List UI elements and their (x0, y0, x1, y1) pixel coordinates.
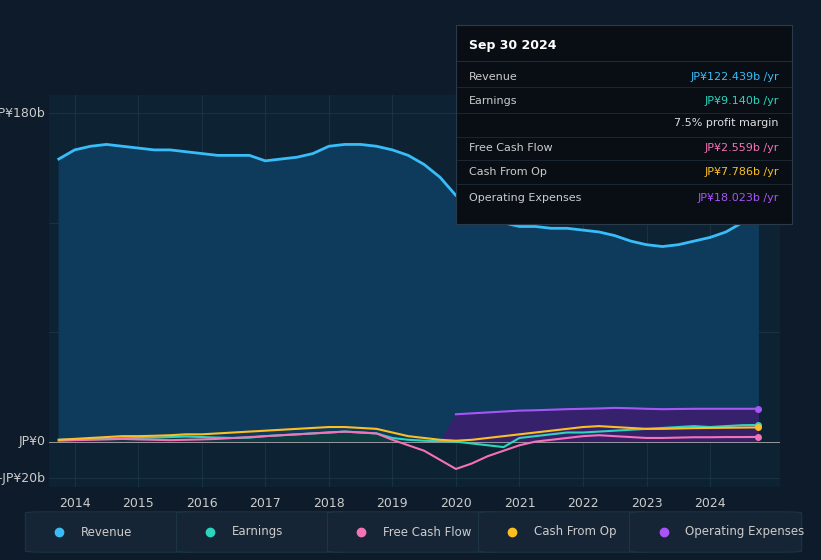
Text: Sep 30 2024: Sep 30 2024 (469, 39, 557, 52)
FancyBboxPatch shape (177, 512, 349, 552)
Text: Earnings: Earnings (469, 96, 517, 106)
Text: Free Cash Flow: Free Cash Flow (383, 525, 471, 539)
Text: 7.5% profit margin: 7.5% profit margin (674, 118, 779, 128)
Text: Operating Expenses: Operating Expenses (685, 525, 804, 539)
Text: Cash From Op: Cash From Op (534, 525, 616, 539)
Text: Operating Expenses: Operating Expenses (469, 193, 581, 203)
FancyBboxPatch shape (479, 512, 651, 552)
Text: JP¥18.023b /yr: JP¥18.023b /yr (697, 193, 779, 203)
Text: JP¥7.786b /yr: JP¥7.786b /yr (704, 167, 779, 178)
Text: JP¥9.140b /yr: JP¥9.140b /yr (704, 96, 779, 106)
FancyBboxPatch shape (25, 512, 198, 552)
Text: Free Cash Flow: Free Cash Flow (469, 143, 553, 153)
Text: JP¥0: JP¥0 (19, 435, 46, 448)
FancyBboxPatch shape (630, 512, 802, 552)
Text: JP¥180b: JP¥180b (0, 107, 46, 120)
Text: -JP¥20b: -JP¥20b (0, 472, 46, 484)
Text: Earnings: Earnings (232, 525, 283, 539)
Text: Cash From Op: Cash From Op (469, 167, 547, 178)
Text: JP¥122.439b /yr: JP¥122.439b /yr (690, 72, 779, 82)
FancyBboxPatch shape (328, 512, 500, 552)
Text: JP¥2.559b /yr: JP¥2.559b /yr (704, 143, 779, 153)
Text: Revenue: Revenue (469, 72, 518, 82)
Text: Revenue: Revenue (80, 525, 132, 539)
